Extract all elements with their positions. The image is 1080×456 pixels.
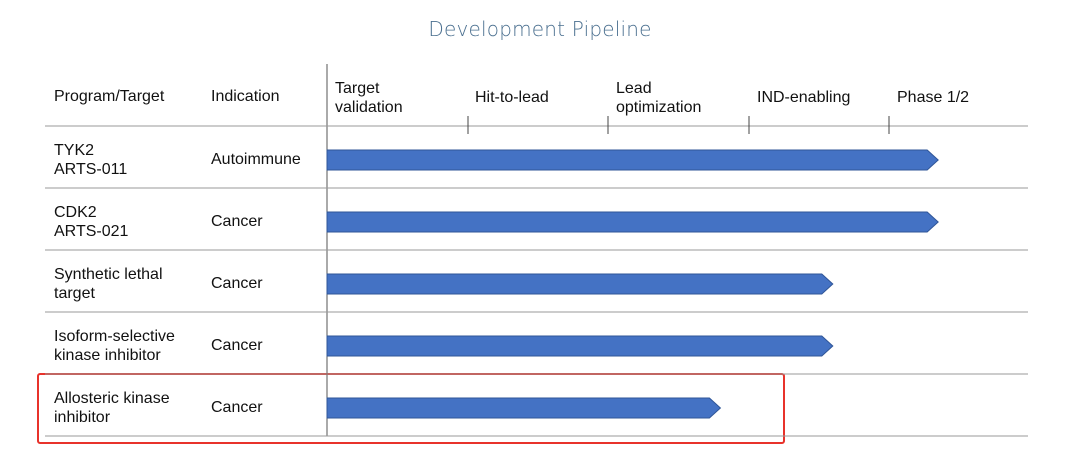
progress-bar	[326, 335, 834, 357]
page-title: Development Pipeline	[428, 17, 652, 41]
progress-bar	[326, 211, 939, 233]
stage-label: Lead optimization	[616, 80, 701, 116]
program-name: Allosteric kinase inhibitor	[54, 390, 170, 426]
stage-label: Hit-to-lead	[475, 89, 549, 106]
progress-bar	[326, 149, 939, 171]
stage-label: Phase 1/2	[897, 89, 969, 106]
program-name: CDK2 ARTS-021	[54, 204, 129, 240]
program-indication: Cancer	[211, 337, 263, 354]
program-indication: Cancer	[211, 213, 263, 230]
column-header-indication: Indication	[211, 88, 280, 105]
program-indication: Cancer	[211, 275, 263, 292]
program-indication: Autoimmune	[211, 151, 301, 168]
column-header-program: Program/Target	[54, 88, 165, 105]
progress-bar	[326, 273, 834, 295]
program-name: TYK2 ARTS-011	[54, 142, 128, 178]
stage-label: IND-enabling	[757, 89, 850, 106]
progress-bar	[326, 397, 722, 419]
stage-label: Target validation	[335, 80, 403, 116]
program-name: Isoform-selective kinase inhibitor	[54, 328, 175, 364]
program-indication: Cancer	[211, 399, 263, 416]
program-name: Synthetic lethal target	[54, 266, 163, 302]
